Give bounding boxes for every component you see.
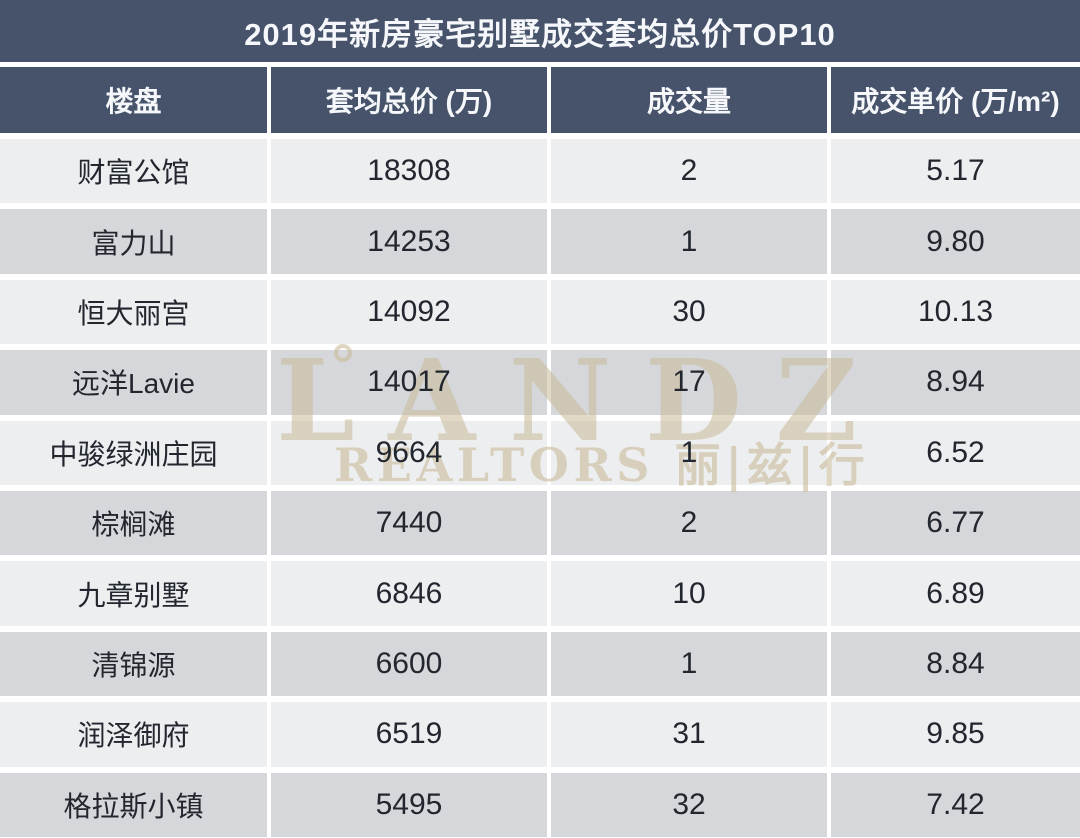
volume-cell: 30 [551,279,827,345]
column-header-project: 楼盘 [0,67,267,133]
unit-price-cell: 5.17 [831,139,1080,204]
unit-price-cell: 7.42 [831,772,1080,837]
project-name-cell: 财富公馆 [0,139,267,204]
page-title: 2019年新房豪宅别墅成交套均总价TOP10 [244,16,836,52]
column-header-avg-total-price: 套均总价 (万) [271,67,547,133]
project-name-cell: 棕榈滩 [0,490,267,556]
volume-cell: 32 [551,772,827,837]
volume-cell: 31 [551,702,827,767]
unit-price-cell: 6.89 [831,561,1080,626]
project-name-cell: 中骏绿洲庄园 [0,420,267,485]
avg-total-price-cell: 18308 [271,139,547,204]
avg-total-price-cell: 9664 [271,420,547,485]
volume-cell: 10 [551,561,827,626]
unit-price-cell: 8.84 [831,631,1080,697]
unit-price-cell: 10.13 [831,279,1080,345]
avg-total-price-cell: 6600 [271,631,547,697]
top10-table: 楼盘 套均总价 (万) 成交量 成交单价 (万/m²) 财富公馆 18308 2… [0,67,1080,837]
volume-cell: 1 [551,631,827,697]
unit-price-cell: 8.94 [831,350,1080,415]
project-name-cell: 恒大丽宫 [0,279,267,345]
avg-total-price-cell: 5495 [271,772,547,837]
project-name-cell: 清锦源 [0,631,267,697]
unit-price-cell: 6.52 [831,420,1080,485]
table-title-bar: 2019年新房豪宅别墅成交套均总价TOP10 [0,0,1080,62]
project-name-cell: 富力山 [0,209,267,274]
project-name-cell: 远洋Lavie [0,350,267,415]
avg-total-price-cell: 7440 [271,490,547,556]
unit-price-cell: 9.85 [831,702,1080,767]
volume-cell: 2 [551,490,827,556]
unit-price-cell: 6.77 [831,490,1080,556]
project-name-cell: 润泽御府 [0,702,267,767]
volume-cell: 2 [551,139,827,204]
avg-total-price-cell: 6519 [271,702,547,767]
volume-cell: 17 [551,350,827,415]
avg-total-price-cell: 14017 [271,350,547,415]
column-header-unit-price: 成交单价 (万/m²) [831,67,1080,133]
volume-cell: 1 [551,209,827,274]
avg-total-price-cell: 14253 [271,209,547,274]
column-header-volume: 成交量 [551,67,827,133]
avg-total-price-cell: 14092 [271,279,547,345]
project-name-cell: 格拉斯小镇 [0,772,267,837]
unit-price-cell: 9.80 [831,209,1080,274]
volume-cell: 1 [551,420,827,485]
avg-total-price-cell: 6846 [271,561,547,626]
project-name-cell: 九章别墅 [0,561,267,626]
